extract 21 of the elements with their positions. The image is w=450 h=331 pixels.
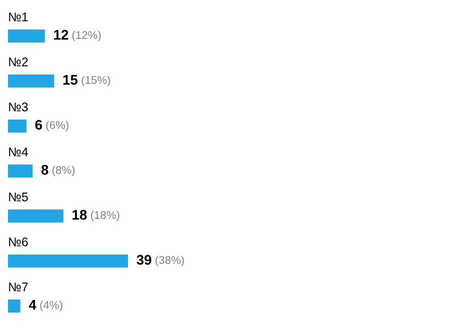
data-label: 39 (38%) bbox=[136, 254, 184, 266]
bar bbox=[8, 74, 54, 88]
y-tick-label: №3 bbox=[9, 102, 28, 112]
bar bbox=[8, 164, 33, 178]
data-label: 15 (15%) bbox=[63, 75, 110, 86]
y-tick-label: №6 bbox=[9, 238, 28, 246]
y-tick-label: №2 bbox=[9, 58, 28, 66]
bar bbox=[8, 120, 26, 132]
data-label: 4 (4%) bbox=[28, 300, 62, 312]
data-label: 6 (6%) bbox=[35, 120, 68, 132]
bar bbox=[8, 210, 64, 222]
bar bbox=[8, 300, 20, 312]
y-tick-label: №7 bbox=[9, 282, 28, 292]
data-label: 8 (8%) bbox=[41, 164, 75, 176]
y-tick-label: №4 bbox=[9, 148, 28, 156]
bar bbox=[8, 254, 128, 268]
bar bbox=[8, 30, 45, 42]
data-label: 12 (12%) bbox=[54, 30, 101, 42]
data-label: 18 (18%) bbox=[72, 210, 120, 222]
y-tick-label: №5 bbox=[9, 192, 28, 202]
y-tick-label: №1 bbox=[9, 12, 28, 22]
